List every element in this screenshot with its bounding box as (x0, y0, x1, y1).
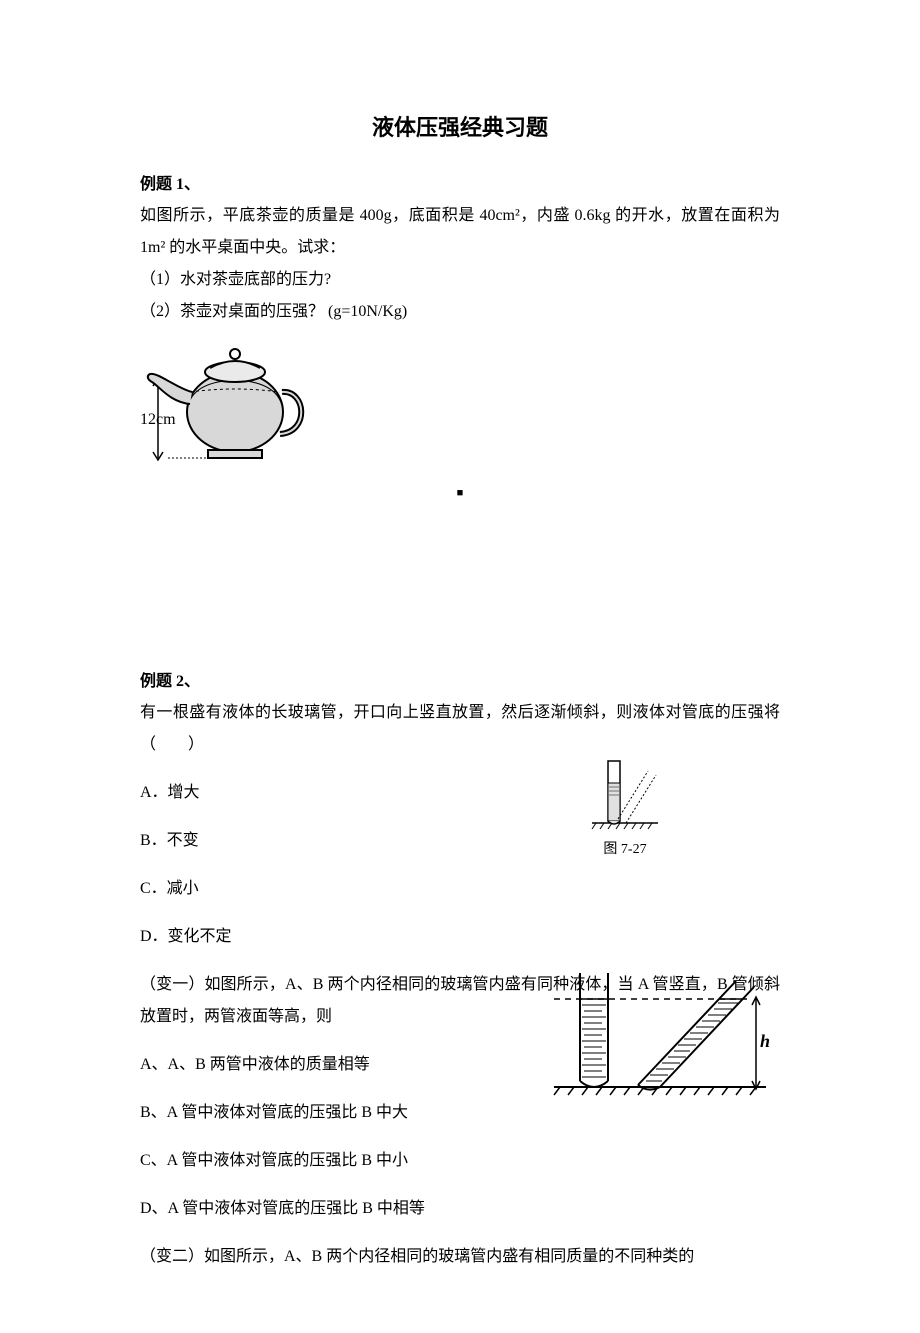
q2-stem: 有一根盛有液体的长玻璃管，开口向上竖直放置，然后逐渐倾斜，则液体对管底的压强将（… (140, 697, 780, 761)
question-2: 例题 2、 有一根盛有液体的长玻璃管，开口向上竖直放置，然后逐渐倾斜，则液体对管… (140, 667, 780, 1273)
q2-v2-stem: （变二）如图所示，A、B 两个内径相同的玻璃管内盛有相同质量的不同种类的 (140, 1241, 780, 1273)
q2-option-c: C．减小 (140, 873, 780, 905)
q1-p3: （2）茶壶对桌面的压强？ (g=10N/Kg) (140, 296, 780, 328)
q2-option-b: B．不变 (140, 825, 780, 857)
cursor-mark-icon: ■ (457, 487, 464, 499)
spacer (140, 487, 780, 667)
question-1: 例题 1、 如图所示，平底茶壶的质量是 400g，底面积是 40cm²，内盛 0… (140, 170, 780, 477)
q2-option-d: D．变化不定 (140, 921, 780, 953)
q1-p2: （1）水对茶壶底部的压力? (140, 264, 780, 296)
q2-v1-option-d: D、A 管中液体对管底的压强比 B 中相等 (140, 1193, 780, 1225)
two-tubes-figure: h (550, 969, 770, 1104)
fig1-caption: 图 7-27 (590, 838, 660, 858)
height-label: 12cm (140, 411, 176, 428)
tube-tilt-figure: 图 7-27 (590, 753, 660, 858)
q2-heading: 例题 2、 (140, 667, 780, 691)
q2-option-a: A．增大 (140, 777, 780, 809)
q1-p1: 如图所示，平底茶壶的质量是 400g，底面积是 40cm²，内盛 0.6kg 的… (140, 200, 780, 264)
page-title: 液体压强经典习题 (140, 110, 780, 142)
q1-heading: 例题 1、 (140, 170, 780, 194)
teapot-figure: 12cm (140, 332, 780, 477)
h-label: h (760, 1031, 770, 1051)
q2-v1-option-c: C、A 管中液体对管底的压强比 B 中小 (140, 1145, 780, 1177)
